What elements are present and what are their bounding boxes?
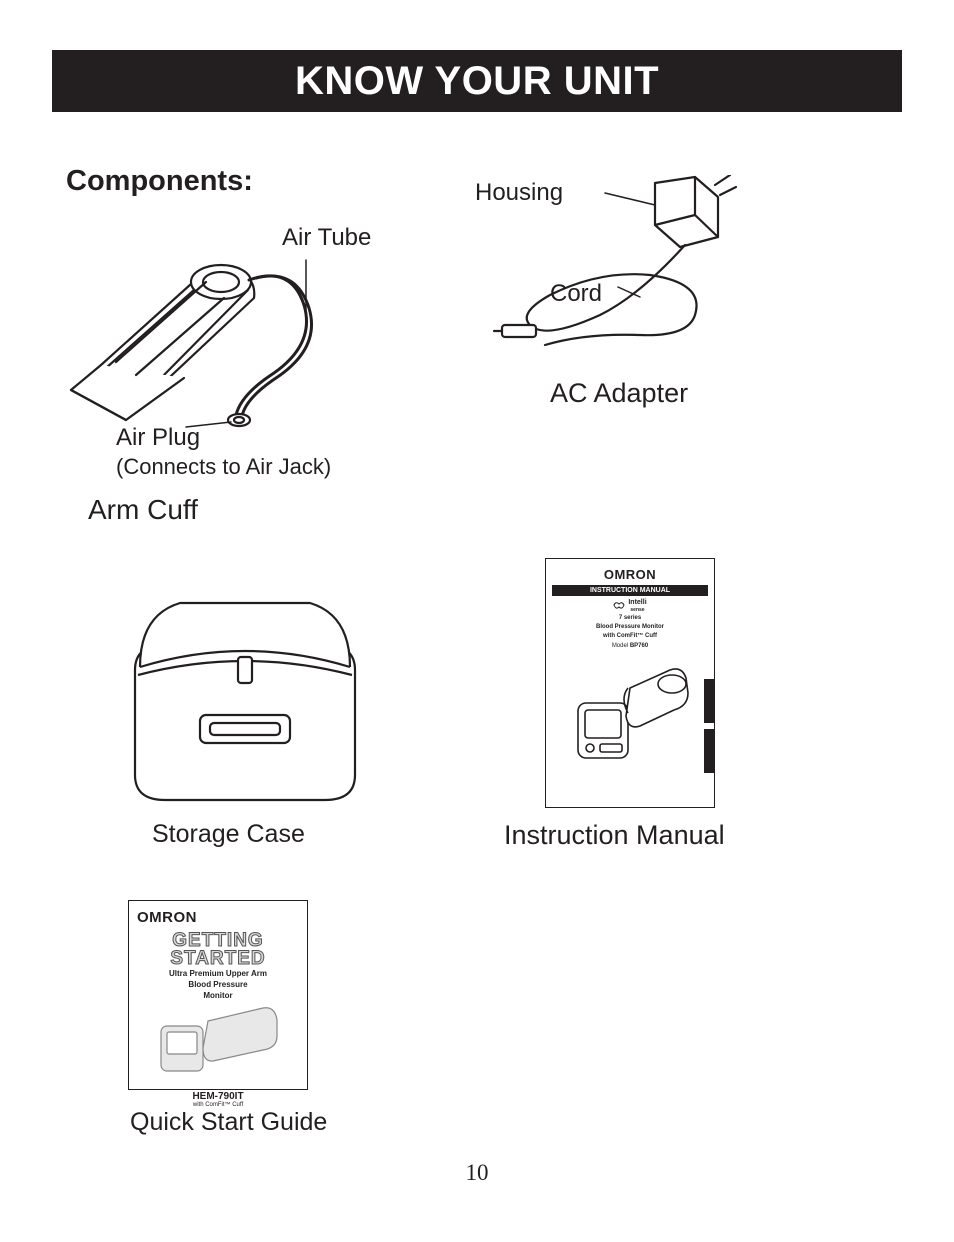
label-air-plug: Air Plug [116,424,200,452]
quick-sub3: Monitor [137,992,299,1001]
page-title: KNOW YOUR UNIT [295,59,659,104]
manual-bar: INSTRUCTION MANUAL [552,585,708,596]
quick-start-thumb: OMRON GETTING STARTED Ultra Premium Uppe… [128,900,308,1090]
quick-brand: OMRON [137,909,299,926]
section-header: KNOW YOUR UNIT [52,50,902,112]
quick-sub1: Ultra Premium Upper Arm [137,970,299,979]
manual-intelli: Intellisense [628,599,646,613]
instruction-manual-thumb: OMRON INSTRUCTION MANUAL Intellisense 7 … [545,558,715,808]
manual-line3: with ComFit™ Cuff [546,633,714,640]
label-arm-cuff: Arm Cuff [88,494,198,526]
label-housing: Housing [475,179,563,207]
label-ac-adapter: AC Adapter [550,378,688,409]
manual-tab-icon [704,679,715,723]
quick-sub2: Blood Pressure [137,981,299,990]
quick-started: STARTED [137,950,299,968]
label-storage-case: Storage Case [152,820,305,849]
label-quick-start: Quick Start Guide [130,1108,327,1137]
manual-tab-icon [704,729,715,773]
label-instruction-manual: Instruction Manual [504,820,725,851]
manual-line4: Model Model BP760BP760 [546,643,714,650]
manual-line2: Blood Pressure Monitor [546,624,714,631]
manual-line1: 7 series [546,615,714,622]
manual-brand: OMRON [546,567,714,582]
label-air-tube: Air Tube [282,224,371,252]
components-heading: Components: [66,165,253,198]
page-number: 10 [0,1160,954,1186]
storage-case-diagram [120,575,370,810]
label-cord: Cord [550,280,602,308]
quick-model: HEM-790IT [137,1091,299,1102]
label-air-plug-note: (Connects to Air Jack) [116,454,331,480]
